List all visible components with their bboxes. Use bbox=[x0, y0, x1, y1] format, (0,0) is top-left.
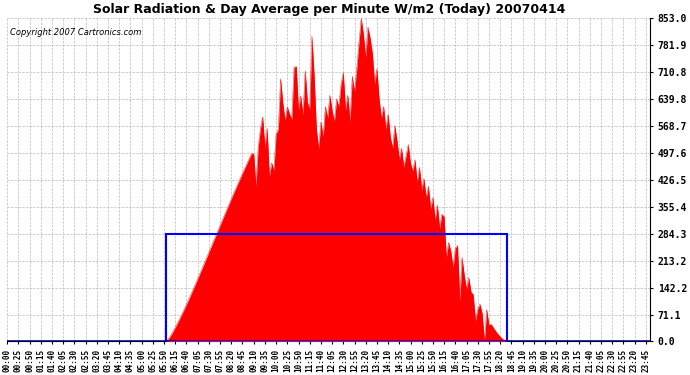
Text: Copyright 2007 Cartronics.com: Copyright 2007 Cartronics.com bbox=[10, 28, 142, 37]
Title: Solar Radiation & Day Average per Minute W/m2 (Today) 20070414: Solar Radiation & Day Average per Minute… bbox=[92, 3, 565, 16]
Bar bbox=[166, 234, 507, 342]
